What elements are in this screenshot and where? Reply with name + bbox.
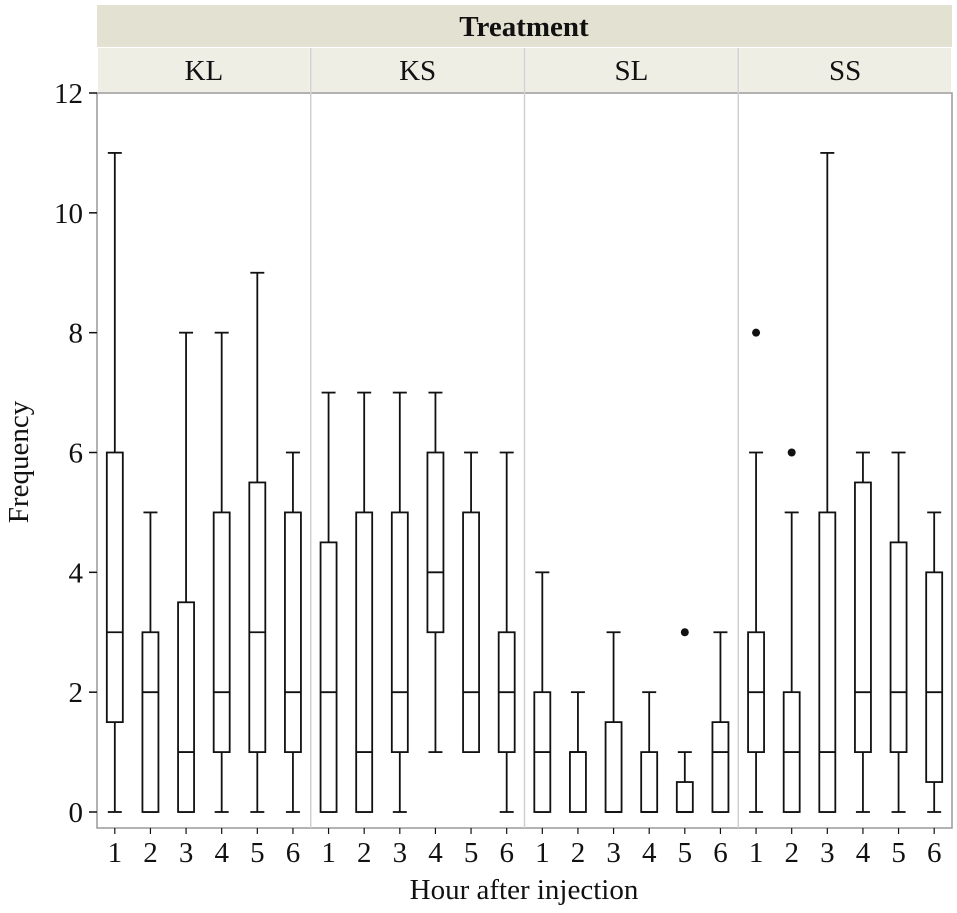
x-tick-label: 1 xyxy=(321,837,336,869)
box-ss-hour-1 xyxy=(747,328,765,813)
box-ks-hour-6 xyxy=(497,451,516,813)
iqr-box xyxy=(355,511,374,813)
y-tick-label: 0 xyxy=(69,797,84,829)
box-ss-hour-4 xyxy=(854,451,872,813)
iqr-box xyxy=(640,751,659,813)
x-tick-label: 2 xyxy=(143,837,158,869)
box-ks-hour-4 xyxy=(426,391,445,753)
panel-label-bg-kl xyxy=(98,48,310,92)
x-tick-label: 1 xyxy=(749,837,764,869)
panel-label-bg-ks xyxy=(311,48,524,92)
panel-label-ss: SS xyxy=(829,55,861,87)
box-sl-hour-2 xyxy=(569,691,587,813)
box-ks-hour-1 xyxy=(319,391,338,813)
y-tick-label: 12 xyxy=(54,78,83,110)
x-tick-label: 4 xyxy=(856,837,871,869)
x-tick-label: 5 xyxy=(678,837,693,869)
box-sl-hour-1 xyxy=(533,571,552,813)
panel-dividers xyxy=(310,48,739,828)
iqr-box xyxy=(604,721,623,813)
iqr-box xyxy=(177,601,195,813)
box-ks-hour-5 xyxy=(462,451,480,753)
x-tick-label: 2 xyxy=(357,837,372,869)
x-tick-label: 5 xyxy=(464,837,479,869)
iqr-box xyxy=(105,451,124,724)
outlier-point xyxy=(752,328,761,337)
box-sl-hour-3 xyxy=(604,631,623,813)
x-tick-label: 3 xyxy=(820,837,835,869)
box-ss-hour-2 xyxy=(782,448,801,813)
x-tick-label: 3 xyxy=(606,837,621,869)
box-kl-hour-6 xyxy=(284,451,302,813)
iqr-box xyxy=(889,541,908,753)
x-tick-label: 1 xyxy=(535,837,550,869)
x-tick-label: 6 xyxy=(713,837,728,869)
box-kl-hour-3 xyxy=(177,331,195,813)
box-ks-hour-3 xyxy=(390,391,409,813)
iqr-box xyxy=(390,511,409,753)
x-tick-label: 5 xyxy=(891,837,906,869)
box-kl-hour-1 xyxy=(105,152,124,813)
x-tick-label: 4 xyxy=(214,837,229,869)
box-kl-hour-2 xyxy=(141,511,160,813)
facet-title: Treatment xyxy=(459,11,589,43)
x-tick-label: 6 xyxy=(927,837,942,869)
box-sl-hour-5 xyxy=(675,628,694,813)
box-ks-hour-2 xyxy=(355,391,374,813)
x-tick-label: 3 xyxy=(393,837,408,869)
x-tick-label: 4 xyxy=(642,837,657,869)
panel-label-sl: SL xyxy=(614,55,648,87)
y-tick-label: 8 xyxy=(69,318,84,350)
x-tick-label: 1 xyxy=(108,837,123,869)
box-series xyxy=(105,152,944,813)
facet-header-band xyxy=(97,5,952,47)
y-tick-label: 6 xyxy=(69,438,84,470)
iqr-box xyxy=(462,511,480,753)
x-axis-title: Hour after injection xyxy=(410,874,639,906)
iqr-box xyxy=(319,541,338,813)
y-axis: 0 2 4 6 8 10 12 xyxy=(54,78,97,829)
y-tick-label: 4 xyxy=(69,557,84,589)
box-sl-hour-6 xyxy=(711,631,730,813)
x-tick-label: 6 xyxy=(499,837,514,869)
outlier-point xyxy=(787,448,796,457)
x-tick-label: 2 xyxy=(784,837,799,869)
box-sl-hour-4 xyxy=(640,691,659,813)
panel-label-ks: KS xyxy=(399,55,436,87)
iqr-box xyxy=(675,781,694,813)
x-tick-label: 6 xyxy=(286,837,301,869)
x-tick-label: 4 xyxy=(428,837,443,869)
y-axis-title: Frequency xyxy=(3,400,35,523)
iqr-box xyxy=(284,511,302,753)
box-ss-hour-5 xyxy=(889,451,908,813)
iqr-box xyxy=(925,571,944,783)
x-tick-label: 5 xyxy=(250,837,265,869)
x-tick-label: 3 xyxy=(179,837,194,869)
panel-label-bg-ss xyxy=(739,48,951,92)
panel-label-kl: KL xyxy=(185,55,224,87)
iqr-box xyxy=(426,451,445,634)
iqr-box xyxy=(711,721,730,813)
outlier-point xyxy=(680,628,689,637)
x-tick-label: 2 xyxy=(571,837,586,869)
iqr-box xyxy=(818,511,837,813)
panel-label-row: KL KS SL SS xyxy=(98,48,951,92)
iqr-box xyxy=(212,511,231,753)
iqr-box xyxy=(854,481,872,753)
y-tick-label: 2 xyxy=(69,677,84,709)
iqr-box xyxy=(569,751,587,813)
panel-label-bg-sl xyxy=(525,48,738,92)
y-tick-label: 10 xyxy=(54,198,83,230)
box-kl-hour-5 xyxy=(248,271,267,813)
iqr-box xyxy=(141,631,160,813)
box-ss-hour-6 xyxy=(925,511,944,813)
iqr-box xyxy=(248,481,267,753)
box-ss-hour-3 xyxy=(818,152,837,813)
box-kl-hour-4 xyxy=(212,331,231,813)
